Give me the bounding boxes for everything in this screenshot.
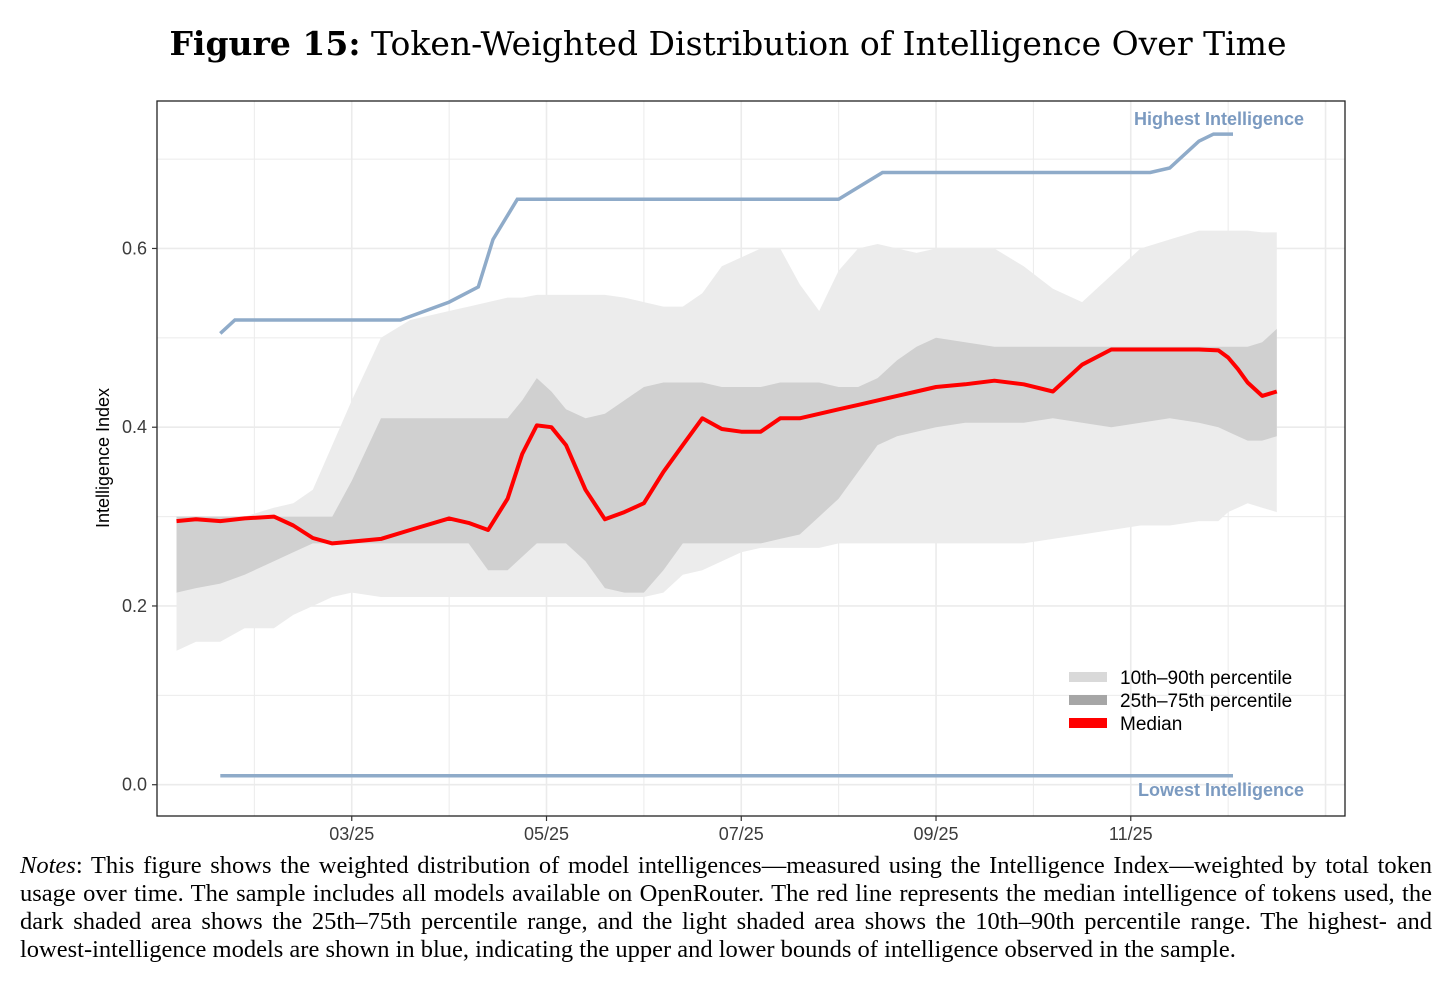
x-tick-label: 03/25 (329, 824, 374, 844)
x-axis-ticks: 03/25 05/25 07/25 09/25 11/25 (329, 816, 1153, 844)
y-tick-label: 0.0 (122, 775, 147, 795)
band-25-75 (176, 328, 1277, 593)
legend-label-25-75: 25th–75th percentile (1120, 691, 1292, 712)
y-tick-label: 0.2 (122, 596, 147, 616)
legend-key-25-75 (1069, 695, 1107, 705)
y-tick-label: 0.6 (122, 238, 147, 258)
median-line (176, 347, 1278, 546)
x-tick-label: 07/25 (719, 824, 764, 844)
legend-key-10-90 (1069, 672, 1107, 682)
annotation-lowest: Lowest Intelligence (1138, 780, 1304, 800)
figure-label: Figure 15: (169, 24, 361, 63)
plot-border (156, 100, 1346, 817)
legend: 10th–90th percentile 25th–75th percentil… (1069, 668, 1292, 735)
notes-text: : This figure shows the weighted distrib… (20, 852, 1432, 963)
notes: Notes: This figure shows the weighted di… (20, 852, 1432, 964)
annotation-highest: Highest Intelligence (1134, 109, 1304, 129)
x-tick-label: 09/25 (913, 824, 958, 844)
y-axis-ticks: 0.0 0.2 0.4 0.6 (122, 238, 157, 795)
chart: 0.0 0.2 0.4 0.6 03/25 05/25 07/25 09/25 11/25 I… (93, 100, 1346, 844)
y-axis-title: Intelligence Index (93, 388, 113, 528)
legend-key-median (1069, 718, 1107, 728)
x-tick-label: 05/25 (524, 824, 569, 844)
highest-intelligence-line (219, 132, 1233, 335)
legend-label-median: Median (1120, 714, 1182, 735)
notes-label: Notes (20, 852, 76, 879)
y-tick-label: 0.4 (122, 417, 147, 437)
figure-title-text: Token-Weighted Distribution of Intellige… (371, 24, 1287, 63)
legend-label-10-90: 10th–90th percentile (1120, 668, 1292, 689)
figure-title: Figure 15: Token-Weighted Distribution o… (0, 24, 1456, 63)
x-tick-label: 11/25 (1109, 824, 1153, 844)
